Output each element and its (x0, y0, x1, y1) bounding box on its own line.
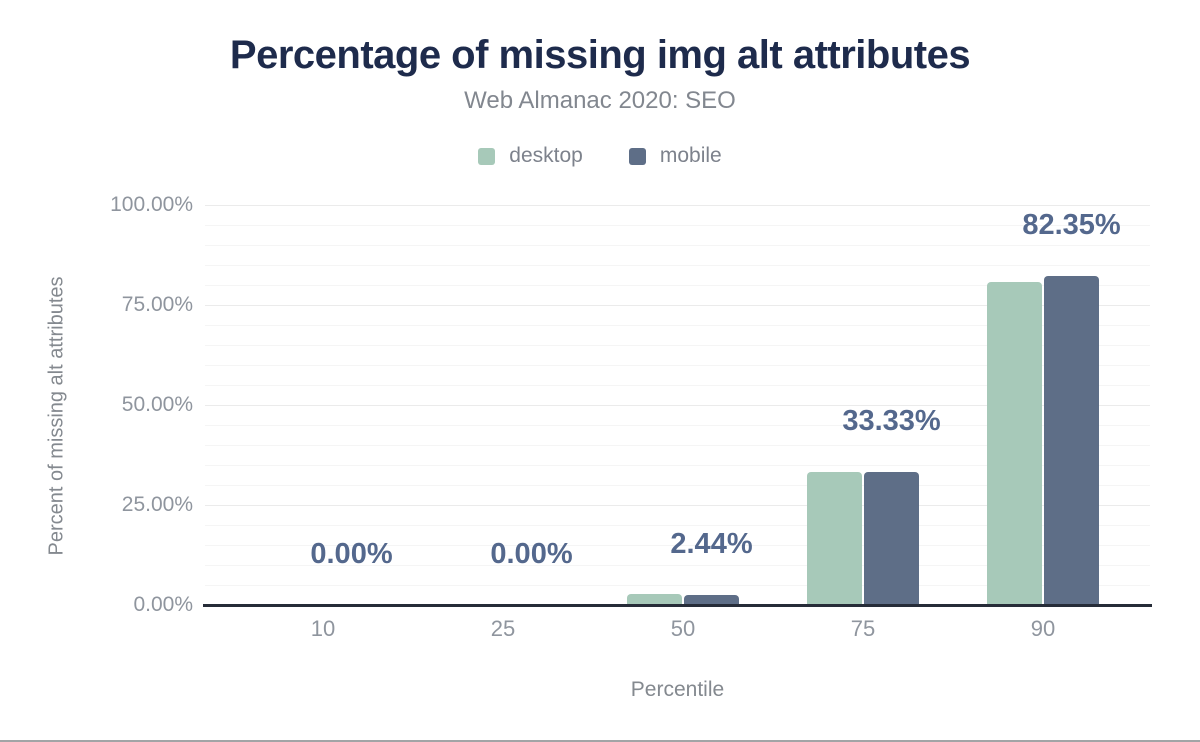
bar-desktop-p90[interactable] (987, 282, 1042, 605)
gridline-minor (205, 545, 1150, 546)
gridline-minor (205, 385, 1150, 386)
gridline-minor (205, 525, 1150, 526)
x-axis-tick-label: 25 (490, 616, 516, 641)
gridline-minor (205, 365, 1150, 366)
gridline-minor (205, 445, 1150, 446)
bar-mobile-p75[interactable] (864, 471, 919, 605)
chart-title: Percentage of missing img alt attributes (229, 33, 971, 77)
gridline-minor (205, 485, 1150, 486)
bar-desktop-p75[interactable] (807, 471, 862, 605)
gridline-minor (205, 285, 1150, 286)
gridline-major (205, 405, 1150, 406)
gridline-minor (205, 245, 1150, 246)
legend-item-desktop: desktop (478, 144, 583, 168)
gridline-major (205, 505, 1150, 506)
y-axis-tick-label: 75.00% (121, 293, 193, 316)
legend-label-mobile: mobile (659, 144, 722, 167)
gridline-minor (205, 565, 1150, 566)
bar-value-label: 0.00% (490, 538, 573, 570)
y-axis-tick-label: 0.00% (133, 593, 193, 616)
x-axis-tick-label: 10 (310, 616, 336, 641)
gridline-minor (205, 225, 1150, 226)
x-axis-title: Percentile (630, 678, 725, 701)
y-axis-tick-label: 50.00% (121, 393, 193, 416)
y-axis-tick-label: 100.00% (110, 193, 193, 216)
legend-item-mobile: mobile (628, 144, 722, 168)
bar-value-label: 82.35% (1022, 208, 1121, 241)
gridline-minor (205, 425, 1150, 426)
x-axis-tick-label: 50 (670, 616, 696, 641)
gridline-minor (205, 585, 1150, 586)
gridline-major (205, 305, 1150, 306)
gridline-minor (205, 465, 1150, 466)
gridline-major (205, 205, 1150, 206)
legend: desktop mobile (0, 144, 1200, 168)
bar-desktop-p50[interactable] (627, 593, 682, 605)
bar-mobile-p50[interactable] (684, 595, 739, 605)
y-axis-title: Percent of missing alt attributes (45, 276, 68, 556)
bar-mobile-p90[interactable] (1044, 275, 1099, 605)
bar-value-label: 33.33% (842, 404, 941, 437)
x-axis-tick-label: 75 (850, 616, 876, 641)
bar-value-label: 2.44% (670, 528, 753, 561)
x-axis-line (203, 604, 1152, 607)
gridline-minor (205, 345, 1150, 346)
legend-swatch-desktop-icon (478, 147, 496, 165)
x-axis-tick-label: 90 (1030, 616, 1056, 641)
gridline-minor (205, 325, 1150, 326)
gridline-minor (205, 265, 1150, 266)
y-axis-tick-label: 25.00% (121, 493, 193, 516)
legend-swatch-mobile-icon (628, 147, 646, 165)
bar-value-label: 0.00% (310, 538, 393, 570)
chart-subtitle: Web Almanac 2020: SEO (464, 87, 736, 114)
legend-label-desktop: desktop (509, 144, 583, 167)
